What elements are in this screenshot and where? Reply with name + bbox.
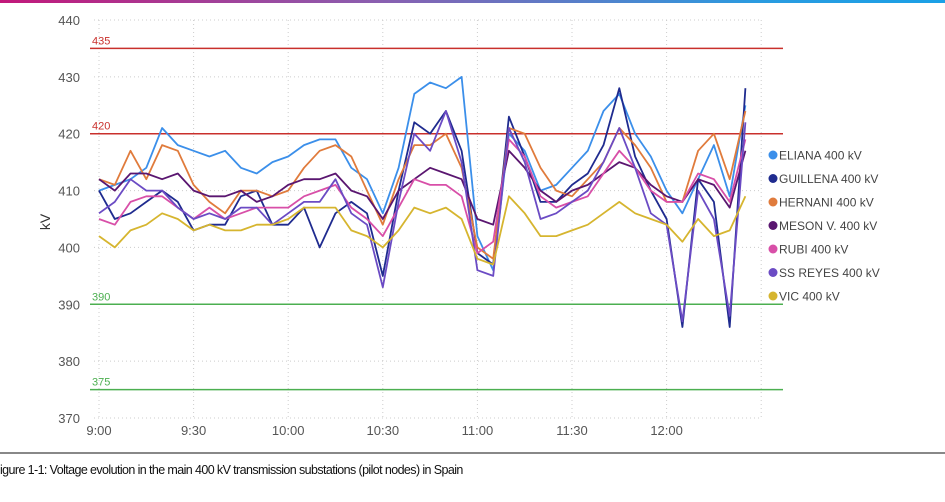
y-tick-label: 400 (58, 240, 80, 255)
y-axis-label: kV (37, 213, 53, 230)
x-tick-label: 9:30 (181, 423, 206, 438)
legend-item: GUILLENA 400 kV (768, 172, 878, 186)
legend-marker-icon (768, 268, 778, 277)
x-tick-label: 11:30 (556, 423, 588, 438)
caption-separator (0, 452, 945, 454)
legend-label: SS REYES 400 kV (779, 266, 880, 280)
series-line-rubi (98, 138, 747, 255)
voltage-chart: 370 380 390 400 410 420 430 440 9:00 9:30 10:00 10… (37, 13, 880, 438)
series-lines (98, 76, 747, 328)
x-tick-label: 10:00 (272, 423, 305, 438)
x-axis-ticks: 9:00 9:30 10:00 10:30 11:00 11:30 12:00 (86, 423, 683, 438)
legend-label: MESON V. 400 kV (779, 219, 877, 233)
series-line-vic (98, 195, 747, 266)
legend-marker-icon (768, 150, 778, 160)
y-tick-label: 380 (58, 354, 80, 369)
legend-item: HERNANI 400 kV (768, 196, 874, 210)
legend-marker-icon (768, 197, 778, 207)
threshold-label-420: 420 (92, 121, 110, 133)
y-tick-label: 420 (58, 127, 80, 142)
x-tick-label: 9:00 (86, 423, 111, 438)
y-tick-label: 390 (58, 297, 80, 312)
threshold-label-435: 435 (92, 35, 110, 47)
series-line-eliana (98, 76, 747, 272)
y-tick-label: 410 (58, 184, 80, 199)
threshold-label-375: 375 (92, 377, 110, 389)
legend-label: GUILLENA 400 kV (779, 172, 878, 186)
threshold-label-390: 390 (92, 291, 110, 303)
top-accent-bar (0, 0, 945, 3)
series-line-hernani (98, 110, 747, 260)
legend: ELIANA 400 kV GUILLENA 400 kV HERNANI 400 … (768, 149, 880, 304)
legend-label: HERNANI 400 kV (779, 196, 874, 210)
x-tick-label: 12:00 (650, 423, 683, 438)
legend-marker-icon (768, 221, 778, 230)
x-tick-label: 11:00 (462, 423, 494, 438)
x-tick-label: 10:30 (367, 423, 400, 438)
legend-marker-icon (768, 174, 778, 183)
legend-item: SS REYES 400 kV (768, 266, 880, 280)
y-tick-label: 430 (58, 70, 80, 85)
y-tick-label: 370 (58, 411, 80, 426)
legend-label: ELIANA 400 kV (779, 149, 862, 163)
legend-marker-icon (768, 244, 778, 254)
series-line-ss (98, 110, 747, 323)
legend-item: ELIANA 400 kV (768, 149, 862, 163)
legend-item: RUBI 400 kV (768, 243, 848, 257)
legend-label: VIC 400 kV (779, 290, 840, 304)
legend-item: VIC 400 kV (768, 290, 840, 304)
legend-label: RUBI 400 kV (779, 243, 848, 257)
y-axis-ticks: 370 380 390 400 410 420 430 440 (58, 13, 80, 426)
legend-marker-icon (768, 291, 778, 301)
legend-item: MESON V. 400 kV (768, 219, 877, 233)
figure-caption: igure 1-1: Voltage evolution in the main… (0, 463, 463, 477)
y-tick-label: 440 (58, 13, 80, 28)
